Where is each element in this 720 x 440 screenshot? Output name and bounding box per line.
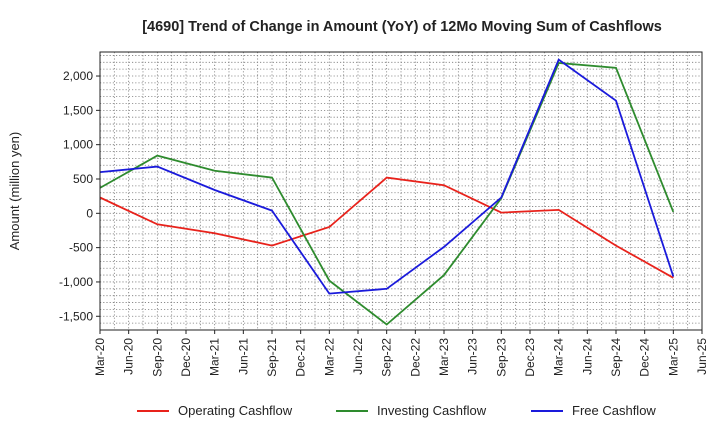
- y-tick-label: 2,000: [63, 69, 93, 83]
- legend: Operating Cashflow Investing Cashflow Free…: [137, 403, 656, 418]
- x-tick-label: Jun-23: [466, 338, 480, 375]
- series-lines: [99, 58, 675, 326]
- y-tick-label: 1,500: [63, 103, 93, 117]
- y-axis-ticks: -1,500 -1,000 -500 0 500 1,000 1,500 2,000: [59, 69, 100, 323]
- series-line-free-cashflow: [99, 58, 675, 295]
- x-tick-label: Sep-22: [380, 338, 394, 377]
- x-tick-label: Jun-20: [122, 338, 136, 375]
- x-tick-label: Sep-21: [265, 338, 279, 377]
- y-tick-label: 1,000: [63, 138, 93, 152]
- series-line-operating-cashflow: [99, 176, 674, 279]
- x-tick-label: Mar-22: [322, 338, 336, 376]
- y-tick-label: -1,000: [59, 275, 93, 289]
- x-tick-label: Mar-21: [208, 338, 222, 376]
- legend-label-operating-cashflow: Operating Cashflow: [178, 403, 293, 418]
- x-tick-label: Dec-24: [638, 338, 652, 377]
- y-tick-label: 500: [73, 172, 93, 186]
- x-tick-label: Dec-22: [408, 338, 422, 377]
- x-tick-label: Mar-20: [93, 338, 107, 376]
- x-tick-label: Jun-21: [236, 338, 250, 375]
- series-line-investing-cashflow: [99, 62, 675, 326]
- chart-title: [4690] Trend of Change in Amount (YoY) o…: [142, 19, 662, 35]
- x-tick-label: Jun-25: [695, 338, 709, 375]
- x-tick-label: Jun-22: [351, 338, 365, 375]
- y-tick-label: -1,500: [59, 309, 93, 323]
- x-tick-label: Mar-23: [437, 338, 451, 376]
- y-tick-label: 0: [86, 206, 93, 220]
- legend-label-free-cashflow: Free Cashflow: [572, 403, 656, 418]
- legend-label-investing-cashflow: Investing Cashflow: [377, 403, 487, 418]
- x-tick-label: Jun-24: [580, 338, 594, 375]
- x-tick-label: Sep-20: [150, 338, 164, 377]
- x-tick-label: Dec-23: [523, 338, 537, 377]
- x-axis-ticks: Mar-20 Jun-20 Sep-20 Dec-20 Mar-21 Jun-21 Sep-…: [93, 330, 709, 377]
- x-tick-label: Sep-24: [609, 338, 623, 377]
- plot-frame: [99, 51, 703, 331]
- x-tick-label: Sep-23: [494, 338, 508, 377]
- x-tick-label: Dec-20: [179, 338, 193, 377]
- x-tick-label: Mar-25: [666, 338, 680, 376]
- plot-area: [100, 52, 702, 330]
- y-tick-label: -500: [69, 241, 93, 255]
- x-tick-label: Dec-21: [294, 338, 308, 377]
- x-tick-label: Mar-24: [552, 338, 566, 376]
- y-axis-label: Amount (million yen): [7, 132, 22, 251]
